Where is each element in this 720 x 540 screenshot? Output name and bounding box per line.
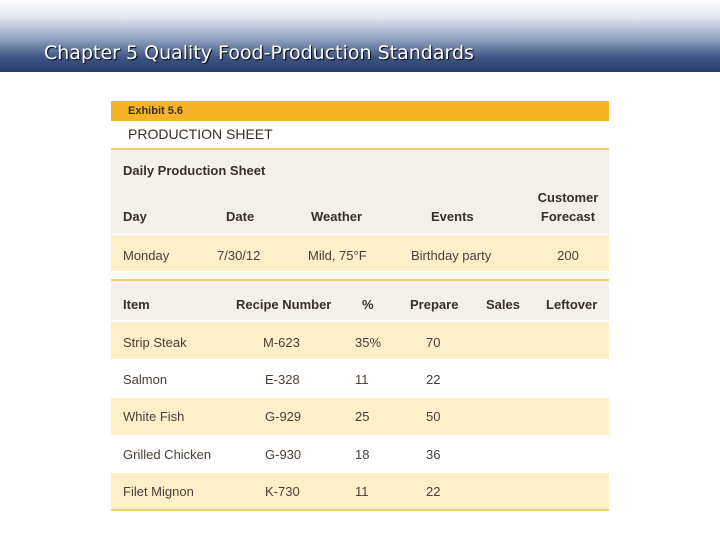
info-events: Birthday party <box>411 248 492 263</box>
item-recipe: M-623 <box>263 335 300 350</box>
item-recipe: G-930 <box>265 447 302 462</box>
header-item: Item <box>123 297 150 312</box>
item-recipe: K-730 <box>265 484 300 499</box>
header-leftover: Leftover <box>546 297 598 312</box>
header-day: Day <box>123 209 147 224</box>
header-weather: Weather <box>311 209 363 224</box>
item-prepare: 70 <box>426 335 441 350</box>
info-row <box>111 235 609 271</box>
item-prepare: 50 <box>426 409 441 424</box>
info-header-band <box>111 150 609 234</box>
item-header-band <box>111 281 609 320</box>
slide-title-bar: Chapter 5 Quality Food-Production Standa… <box>0 0 720 72</box>
info-date: 7/30/12 <box>217 248 261 263</box>
divider <box>111 148 609 150</box>
production-sheet-exhibit: Exhibit 5.6 PRODUCTION SHEET Daily Produ… <box>111 101 609 511</box>
table-row <box>111 360 609 397</box>
header-forecast-line2: Forecast <box>540 209 596 224</box>
item-name: White Fish <box>123 409 185 424</box>
item-prepare: 36 <box>426 447 441 462</box>
header-sales: Sales <box>486 297 520 312</box>
item-percent: 11 <box>355 484 369 499</box>
table-row <box>111 322 609 359</box>
item-percent: 18 <box>355 447 370 462</box>
item-percent: 25 <box>355 409 370 424</box>
item-name: Salmon <box>123 372 168 387</box>
info-forecast: 200 <box>557 248 579 263</box>
header-forecast-line1: Customer <box>537 190 599 205</box>
header-events: Events <box>431 209 474 224</box>
item-recipe: E-328 <box>265 372 300 387</box>
item-prepare: 22 <box>426 372 441 387</box>
table-row <box>111 398 609 435</box>
slide-title: Chapter 5 Quality Food-Production Standa… <box>44 42 474 64</box>
item-percent: 35% <box>355 335 382 350</box>
header-date: Date <box>226 209 255 224</box>
item-name: Grilled Chicken <box>123 447 212 462</box>
item-percent: 11 <box>355 372 369 387</box>
exhibit-label-bar: Exhibit 5.6 <box>111 101 609 121</box>
item-prepare: 22 <box>426 484 441 499</box>
item-recipe: G-929 <box>265 409 302 424</box>
table-row <box>111 473 609 509</box>
header-prepare: Prepare <box>410 297 459 312</box>
header-percent: % <box>362 297 374 312</box>
item-name: Filet Mignon <box>123 484 194 499</box>
item-name: Strip Steak <box>123 335 187 350</box>
divider <box>111 509 609 511</box>
info-day: Monday <box>123 248 170 263</box>
header-recipe-number: Recipe Number <box>236 297 332 312</box>
exhibit-title: PRODUCTION SHEET <box>128 126 273 142</box>
daily-sheet-label: Daily Production Sheet <box>123 163 266 178</box>
divider <box>111 279 609 281</box>
exhibit-label: Exhibit 5.6 <box>128 105 184 117</box>
table-row <box>111 436 609 472</box>
info-weather: Mild, 75°F <box>308 248 367 263</box>
